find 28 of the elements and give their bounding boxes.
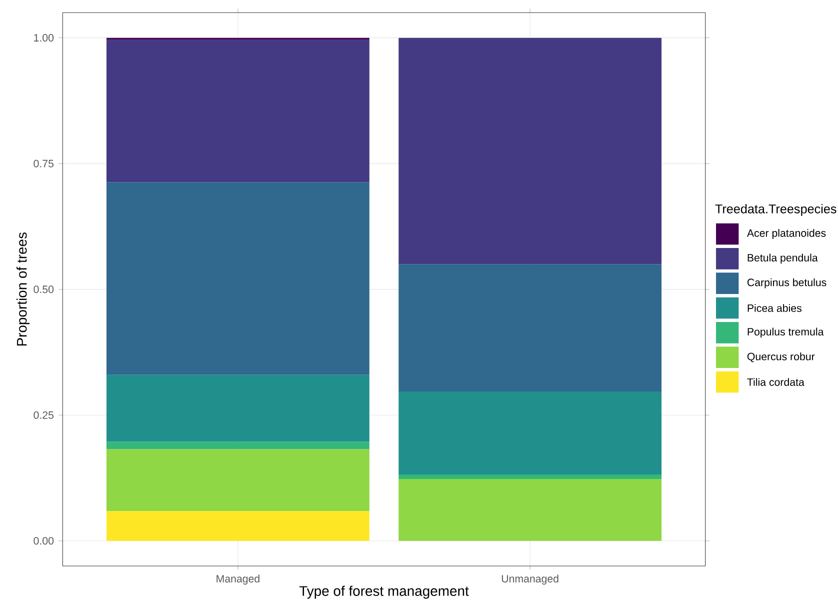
bar bbox=[106, 40, 370, 182]
y-tick-label: 0.25 bbox=[34, 411, 54, 419]
x-tick-label: Unmanaged bbox=[502, 574, 558, 585]
x-tick-label: Managed bbox=[216, 574, 260, 585]
legend-label: Picea abies bbox=[748, 304, 802, 312]
y-axis-title: Proportion of trees bbox=[16, 232, 30, 346]
legend-label: Acer platanoides bbox=[746, 229, 826, 239]
bar bbox=[106, 449, 370, 512]
y-tick-label: 1.00 bbox=[34, 34, 54, 42]
legend-title: Treedata.Treespecies bbox=[715, 204, 836, 216]
y-tick-label: 0.75 bbox=[34, 160, 54, 168]
legend-label: Populus tremula bbox=[748, 328, 824, 338]
bar bbox=[398, 478, 662, 541]
bar bbox=[398, 391, 662, 474]
legend-label: Betula pendula bbox=[748, 254, 818, 264]
legend-label: Tilia cordata bbox=[747, 378, 804, 386]
legend-label: Carpinus betulus bbox=[747, 278, 826, 288]
bar bbox=[398, 474, 662, 479]
bar bbox=[106, 511, 370, 541]
legend-label: Quercus robur bbox=[747, 352, 815, 362]
x-axis-title: Type of forest management bbox=[299, 586, 469, 599]
bar bbox=[398, 38, 662, 264]
bar bbox=[106, 182, 370, 375]
bar bbox=[106, 374, 370, 442]
bar bbox=[106, 442, 370, 450]
y-tick-label: 0.00 bbox=[34, 537, 54, 545]
bar bbox=[398, 264, 662, 392]
y-tick-label: 0.50 bbox=[34, 286, 54, 294]
